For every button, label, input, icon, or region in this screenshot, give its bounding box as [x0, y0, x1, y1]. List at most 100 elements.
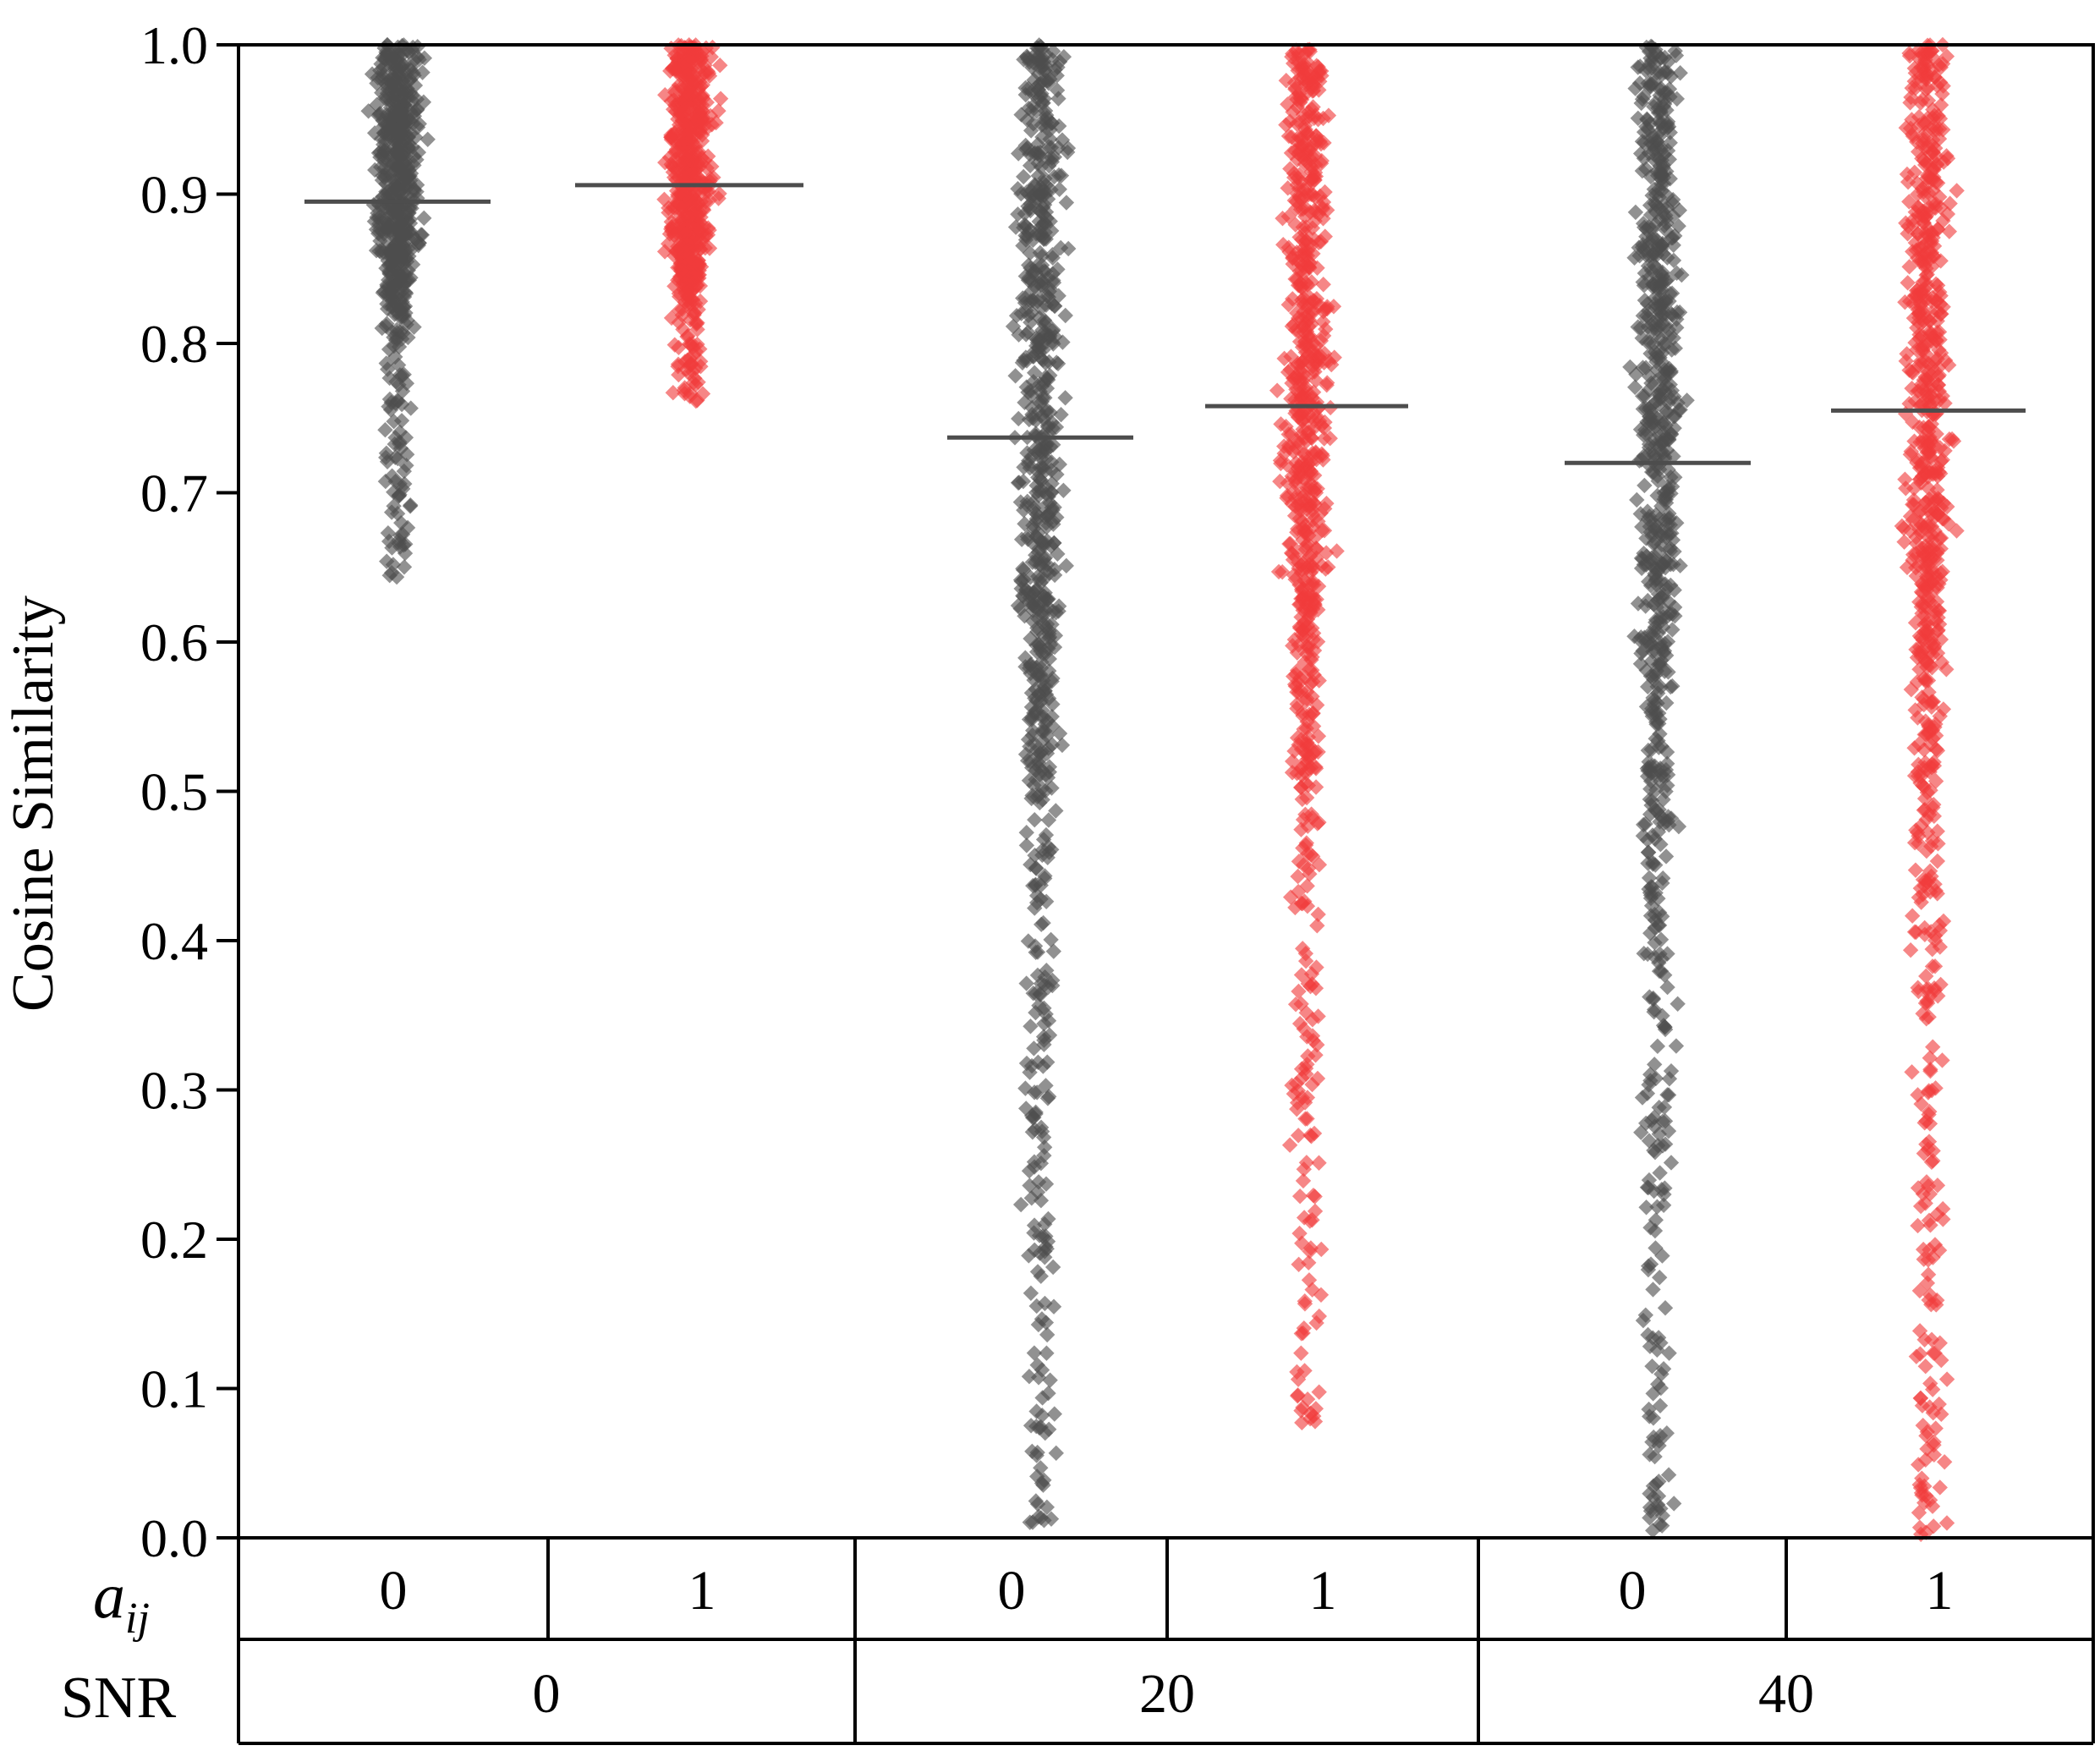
data-point — [1297, 952, 1314, 969]
data-point — [1281, 1137, 1298, 1153]
data-point — [1645, 1523, 1661, 1539]
data-point — [1309, 918, 1325, 934]
data-point — [1044, 737, 1061, 753]
data-point — [1301, 1272, 1318, 1288]
data-point — [683, 55, 699, 71]
data-point — [388, 568, 405, 585]
data-point — [1293, 1345, 1309, 1361]
data-point — [375, 284, 391, 301]
data-point — [377, 146, 393, 163]
data-point — [1902, 942, 1919, 958]
data-point — [1023, 630, 1039, 647]
data-point — [665, 164, 682, 180]
data-point — [1025, 877, 1041, 894]
data-point — [386, 57, 403, 74]
data-point — [1039, 1233, 1056, 1249]
data-point — [1299, 639, 1315, 656]
data-point — [1291, 1256, 1307, 1272]
data-point — [1308, 760, 1324, 777]
data-point — [1657, 1300, 1674, 1316]
data-point — [1652, 1165, 1668, 1181]
data-point — [1040, 640, 1056, 656]
data-point — [1304, 1212, 1320, 1228]
data-point — [1646, 1057, 1663, 1073]
y-axis-title: Cosine Similarity — [1, 596, 66, 1012]
data-point — [1640, 258, 1657, 274]
data-point — [1655, 792, 1671, 808]
data-point — [1023, 1285, 1039, 1301]
data-point — [1021, 1369, 1038, 1385]
data-point — [1296, 524, 1313, 540]
data-point — [1019, 753, 1036, 769]
data-point — [364, 66, 381, 82]
data-point — [1057, 390, 1073, 406]
y-tick-label: 0.4 — [140, 911, 208, 971]
data-point — [1647, 1222, 1664, 1239]
data-point — [710, 190, 727, 206]
data-point — [1022, 1514, 1038, 1530]
data-point — [1024, 1443, 1040, 1459]
data-point — [1039, 591, 1055, 608]
data-point — [1034, 654, 1050, 670]
mean-lines — [304, 183, 2026, 465]
data-point — [1305, 187, 1322, 203]
data-point — [687, 263, 703, 280]
data-point — [1269, 382, 1286, 398]
data-point — [392, 136, 408, 152]
data-point — [1026, 672, 1042, 689]
data-point — [393, 514, 409, 531]
data-point — [1279, 487, 1296, 504]
data-point — [1310, 744, 1326, 760]
data-point — [1282, 889, 1299, 905]
data-point — [1292, 779, 1309, 796]
data-point — [386, 413, 402, 430]
data-point — [1030, 611, 1046, 627]
data-point — [1315, 277, 1331, 293]
data-point — [1038, 1006, 1054, 1023]
data-point — [409, 101, 425, 118]
data-point — [1282, 361, 1298, 378]
row-label-a-ij: aij — [93, 1561, 150, 1643]
data-point — [672, 105, 688, 122]
data-point — [676, 382, 693, 398]
data-point — [1302, 1405, 1319, 1421]
data-point — [1034, 744, 1050, 760]
data-point — [1035, 1477, 1051, 1493]
data-point — [1031, 997, 1047, 1013]
data-point — [1042, 1372, 1058, 1388]
data-point — [1294, 412, 1311, 429]
data-point — [1638, 1199, 1654, 1216]
data-point — [1029, 1496, 1046, 1512]
data-point — [381, 370, 398, 387]
data-point — [1026, 1040, 1042, 1057]
data-point — [1028, 1418, 1045, 1435]
data-point — [1308, 980, 1324, 996]
data-point — [411, 235, 427, 251]
data-point — [1018, 825, 1034, 841]
data-point — [1017, 394, 1033, 411]
data-point — [1303, 847, 1319, 863]
data-point — [1290, 497, 1307, 513]
data-point — [1627, 204, 1644, 221]
data-point — [1308, 529, 1324, 546]
data-point — [1037, 1424, 1053, 1441]
data-point — [1039, 1326, 1055, 1343]
data-point — [380, 524, 397, 541]
data-point — [712, 91, 729, 107]
category-table: aij SNR 0 1 0 1 0 10 20 40 — [61, 1538, 2095, 1745]
data-point — [1642, 668, 1659, 684]
data-point — [374, 320, 390, 337]
data-point — [1041, 764, 1057, 780]
data-point — [687, 305, 703, 321]
snr-value: 40 — [1758, 1663, 1814, 1725]
plot-frame — [237, 43, 2095, 1540]
data-point — [1653, 837, 1669, 853]
data-point — [692, 124, 709, 141]
data-point — [663, 214, 680, 230]
data-point — [1670, 996, 1686, 1012]
y-tick-label: 0.0 — [140, 1508, 208, 1568]
data-point — [1297, 1095, 1313, 1111]
data-point — [1038, 1078, 1054, 1094]
data-point — [393, 267, 409, 283]
data-point — [392, 527, 408, 544]
